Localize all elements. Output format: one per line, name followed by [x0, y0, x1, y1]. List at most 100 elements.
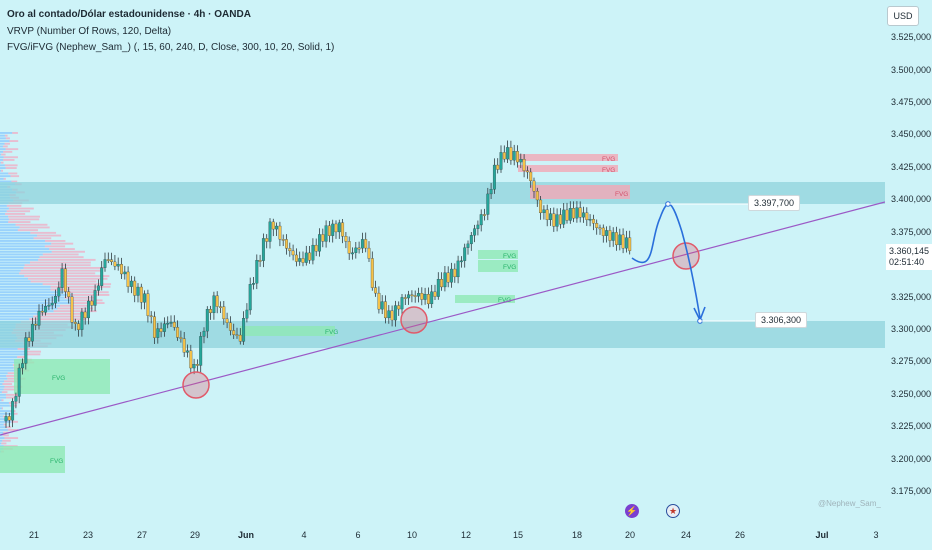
- candle-body: [615, 232, 618, 246]
- volume-bar: [0, 404, 10, 407]
- volume-bar: [0, 442, 2, 445]
- target-low-point: [697, 318, 703, 324]
- indicator-fvg[interactable]: FVG/iFVG (Nephew_Sam_) (, 15, 60, 240, D…: [7, 42, 335, 53]
- price-tick: 3.200,000: [891, 453, 932, 464]
- volume-bar: [23, 267, 105, 269]
- volume-bar: [0, 159, 3, 161]
- target-high-point: [665, 201, 671, 207]
- candle-body: [486, 193, 490, 215]
- volume-bar: [3, 177, 6, 180]
- volume-bar: [9, 140, 19, 142]
- volume-bar: [15, 223, 48, 226]
- candle-body: [212, 295, 216, 314]
- fvg-box: [530, 185, 630, 199]
- volume-bar: [1, 399, 4, 402]
- time-tick: 21: [28, 530, 40, 540]
- volume-bar: [12, 412, 18, 415]
- volume-bar: [51, 242, 74, 245]
- fvg-label: FVG: [602, 167, 615, 174]
- lightning-icon[interactable]: ⚡: [625, 504, 639, 518]
- price-plot[interactable]: FVG FVG FVG FVG FVG FVG FVG FVG FVG: [0, 0, 885, 522]
- time-tick: 24: [680, 530, 692, 540]
- volume-bar: [0, 396, 7, 399]
- candle-body: [535, 191, 539, 201]
- candle-body: [321, 234, 325, 242]
- volume-bar: [7, 429, 19, 431]
- candle-body: [555, 214, 559, 227]
- highlight-circle: [672, 242, 700, 270]
- volume-bar: [1, 407, 3, 410]
- time-tick: 27: [136, 530, 148, 540]
- volume-bar: [0, 299, 72, 302]
- candle-body: [628, 237, 632, 251]
- fvg-box: [14, 359, 110, 394]
- time-axis[interactable]: 21 23 27 29 Jun 4 6 10 12 15 18 20 24 26 Jul 3: [0, 522, 885, 550]
- candle-body: [430, 291, 434, 305]
- volume-bar: [0, 426, 6, 429]
- us-flag-icon[interactable]: ★: [666, 504, 680, 518]
- volume-bar: [0, 418, 10, 421]
- volume-bar: [19, 272, 96, 275]
- volume-bar: [0, 207, 9, 210]
- candle-body: [397, 305, 401, 310]
- volume-bar: [0, 248, 50, 250]
- price-tick: 3.525,000: [891, 32, 932, 43]
- volume-bar: [0, 261, 30, 264]
- volume-bar: [0, 231, 31, 234]
- time-tick: Jul: [815, 530, 829, 540]
- candle-body: [278, 225, 282, 240]
- volume-bar: [39, 256, 84, 259]
- candle-body: [578, 207, 582, 218]
- volume-bar: [51, 250, 85, 253]
- indicator-vrvp[interactable]: VRVP (Number Of Rows, 120, Delta): [7, 26, 172, 37]
- volume-bar: [30, 231, 57, 234]
- price-tick: 3.175,000: [891, 486, 932, 497]
- price-axis[interactable]: 3.525,000 3.500,000 3.475,000 3.450,000 3.42…: [885, 0, 932, 550]
- volume-bar: [2, 439, 11, 442]
- volume-bar: [71, 299, 103, 302]
- volume-bar: [0, 437, 5, 439]
- candle-body: [354, 247, 358, 253]
- candle-body: [509, 147, 513, 161]
- fvg-box: [518, 165, 618, 172]
- currency-button[interactable]: USD: [887, 6, 919, 26]
- candle-body: [27, 337, 31, 342]
- volume-bar: [4, 142, 10, 145]
- fvg-label: FVG: [325, 329, 338, 336]
- volume-bar: [4, 134, 8, 137]
- volume-bar: [6, 375, 18, 377]
- volume-bar: [33, 315, 82, 318]
- volume-bar: [0, 423, 4, 426]
- candle-body: [24, 337, 28, 364]
- target-low-label: 3.306,300: [755, 312, 808, 328]
- volume-bar: [29, 318, 87, 321]
- candle-body: [417, 293, 420, 297]
- candle-body: [308, 252, 312, 261]
- volume-bar: [0, 388, 4, 391]
- volume-bar: [0, 240, 46, 242]
- volume-bar: [0, 142, 5, 145]
- volume-bar: [0, 312, 41, 315]
- volume-bar: [17, 348, 31, 350]
- candle-body: [67, 291, 71, 297]
- volume-bar: [0, 242, 52, 245]
- candle-body: [14, 396, 18, 402]
- price-tick: 3.300,000: [891, 323, 932, 334]
- volume-bar: [0, 372, 8, 375]
- volume-bar: [0, 380, 5, 383]
- volume-bar: [0, 258, 39, 261]
- candle-body: [582, 212, 585, 218]
- candle-body: [585, 212, 589, 220]
- trendline[interactable]: [0, 201, 885, 436]
- projection-path[interactable]: [631, 201, 755, 324]
- time-tick: 20: [624, 530, 636, 540]
- volume-bar: [0, 310, 54, 313]
- candle-body: [245, 309, 249, 319]
- volume-bar: [64, 296, 95, 299]
- candle-body: [162, 323, 166, 332]
- volume-bar: [28, 277, 108, 280]
- volume-bar: [27, 353, 41, 356]
- time-tick: 10: [406, 530, 418, 540]
- volume-bar: [0, 439, 3, 442]
- target-high-label: 3.397,700: [748, 195, 801, 211]
